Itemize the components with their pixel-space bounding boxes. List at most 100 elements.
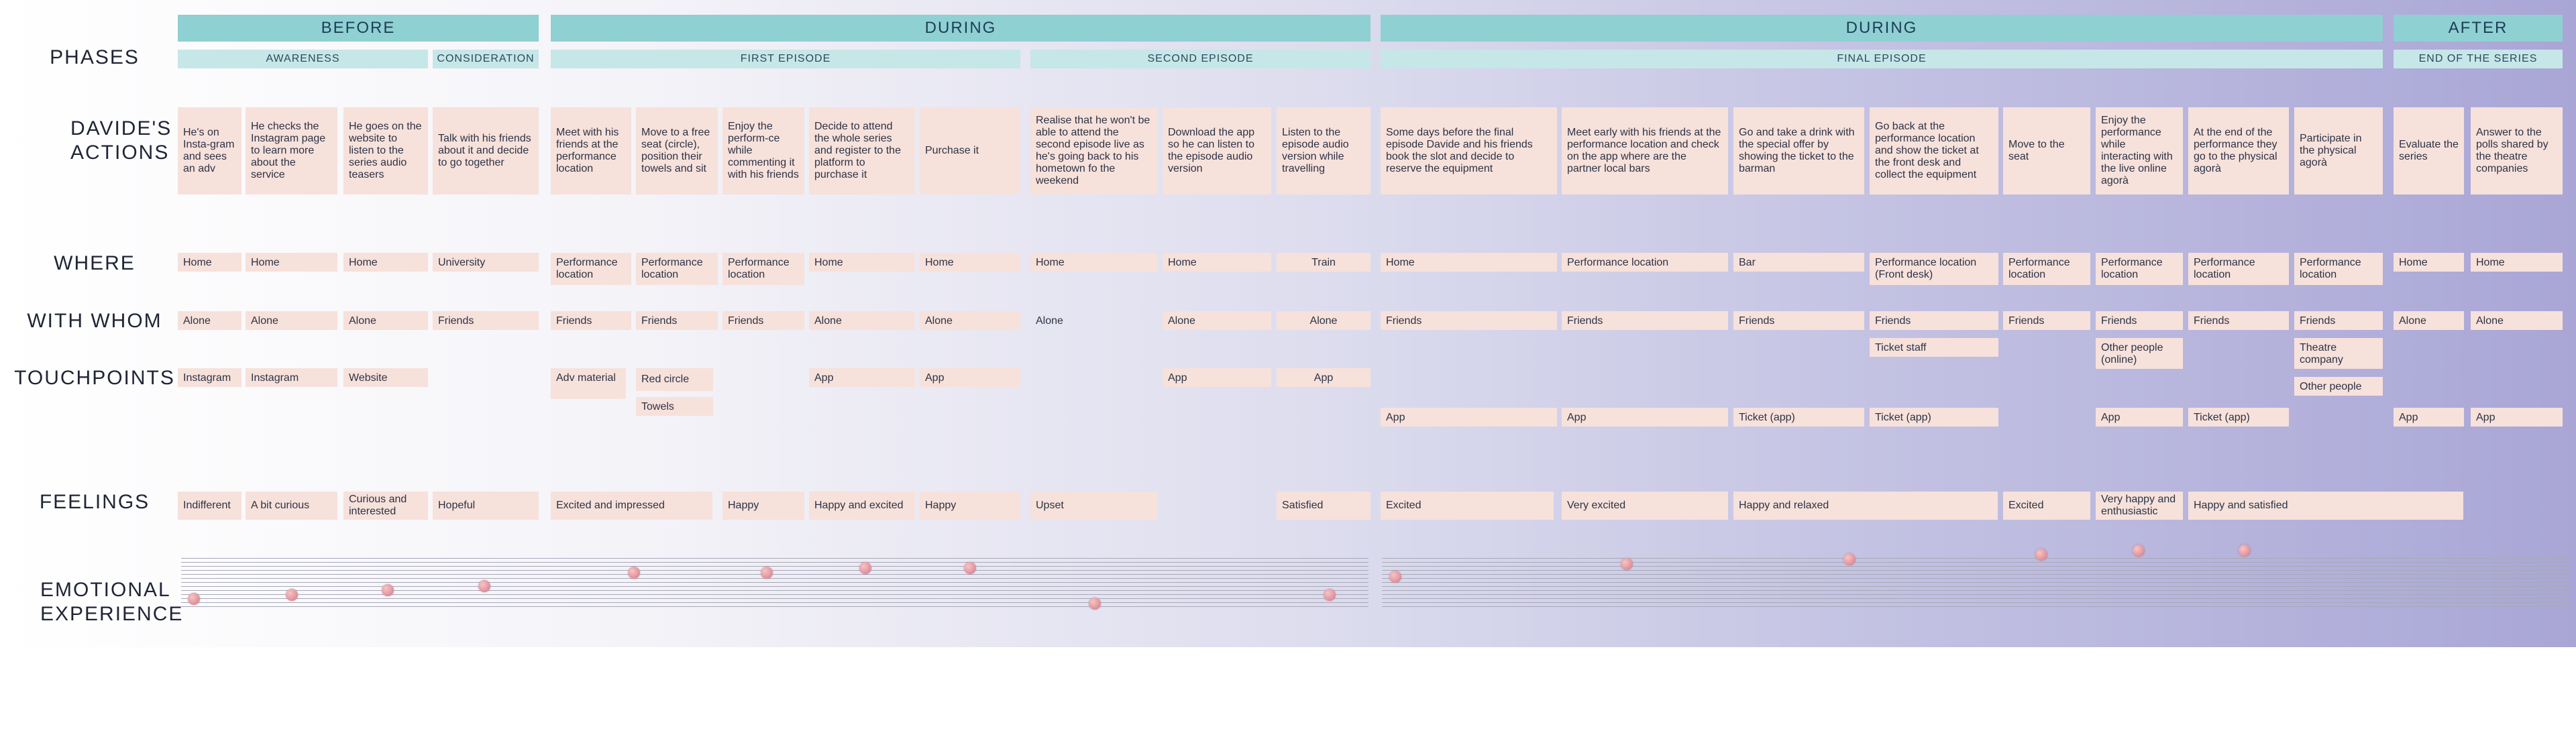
action-card: Download the app so he can listen to the… <box>1163 107 1271 194</box>
emotion-point <box>2133 544 2145 557</box>
row-label-touchpoints: TOUCHPOINTS <box>14 367 175 389</box>
emotion-point <box>1389 571 1401 583</box>
emotion-grid-line <box>1382 558 2569 559</box>
touchpoint-card: App <box>809 368 915 387</box>
with-whom-card: Friends <box>2096 311 2183 330</box>
action-card: Purchase it <box>920 107 1020 194</box>
subphase-final-episode: FINAL EPISODE <box>1381 50 2383 68</box>
feeling-card: Indifferent <box>178 492 241 520</box>
phase-during-1: DURING <box>551 15 1371 42</box>
emotion-grid-line <box>1382 586 2569 587</box>
touchpoint-card: Towels <box>636 397 713 416</box>
feeling-card: Excited <box>2003 492 2090 520</box>
action-card: He's on Insta-gram and sees an adv <box>178 107 241 194</box>
where-card: Performance location <box>2096 253 2183 285</box>
where-card: Home <box>2471 253 2563 272</box>
emotion-point <box>859 562 871 575</box>
where-card: Home <box>1381 253 1557 272</box>
feeling-card: Happy <box>722 492 804 520</box>
emotion-grid-line <box>181 602 1368 603</box>
where-card: Performance location <box>2188 253 2289 285</box>
action-card: Meet early with his friends at the perfo… <box>1562 107 1728 194</box>
touchpoint-card: Ticket staff <box>1870 338 1998 357</box>
touchpoint-card: App <box>1381 408 1557 427</box>
feeling-card: Satisfied <box>1277 492 1371 520</box>
emotion-grid-line <box>1382 578 2569 579</box>
with-whom-card: Alone <box>246 311 337 330</box>
emotion-point <box>628 566 640 579</box>
row-label-with-whom: WITH WHOM <box>27 310 162 332</box>
emotion-grid-line <box>181 578 1368 579</box>
where-card: Train <box>1277 253 1371 272</box>
with-whom-card: Alone <box>809 311 915 330</box>
row-label-emotional-experience: EMOTIONAL EXPERIENCE <box>40 579 184 625</box>
touchpoint-card: Adv material <box>551 368 626 399</box>
emotion-point <box>761 566 773 579</box>
touchpoint-card: Ticket (app) <box>2188 408 2289 427</box>
with-whom-card: Alone <box>178 311 241 330</box>
emotion-point <box>478 579 490 592</box>
feeling-card: A bit curious <box>246 492 337 520</box>
emotion-point <box>382 584 394 597</box>
phase-before: BEFORE <box>178 15 539 42</box>
emotion-grid-line <box>181 586 1368 587</box>
emotion-grid-line <box>1382 562 2569 563</box>
emotion-grid-line <box>1382 598 2569 599</box>
action-card: He checks the Instagram page to learn mo… <box>246 107 337 194</box>
touchpoint-card: App <box>1562 408 1728 427</box>
with-whom-card: Alone <box>2471 311 2563 330</box>
touchpoint-card: App <box>1163 368 1271 387</box>
emotion-point <box>286 588 298 601</box>
phase-after: AFTER <box>2394 15 2563 42</box>
where-card: Performance location <box>551 253 631 285</box>
feeling-card: Hopeful <box>433 492 539 520</box>
emotion-grid-line <box>181 606 1368 607</box>
emotion-grid-line <box>181 566 1368 567</box>
where-card: Bar <box>1733 253 1864 272</box>
emotion-grid-line <box>181 598 1368 599</box>
with-whom-card: Friends <box>722 311 804 330</box>
row-label-where: WHERE <box>54 252 136 274</box>
where-card: Performance location <box>2294 253 2383 285</box>
action-card: Move to a free seat (circle), position t… <box>636 107 718 194</box>
subphase-awareness: AWARENESS <box>178 50 428 68</box>
where-card: Home <box>1163 253 1271 272</box>
touchpoint-card: Other people <box>2294 377 2383 396</box>
subphase-end-of-series: END OF THE SERIES <box>2394 50 2563 68</box>
touchpoint-card: App <box>2471 408 2563 427</box>
feeling-card: Very excited <box>1562 492 1728 520</box>
action-card: Go back at the performance location and … <box>1870 107 1998 194</box>
row-label-phases: PHASES <box>50 46 140 68</box>
feeling-card: Curious and interested <box>343 492 428 520</box>
touchpoint-card: Other people (online) <box>2096 338 2183 369</box>
subphase-second-episode: SECOND EPISODE <box>1030 50 1371 68</box>
emotion-grid-line <box>181 558 1368 559</box>
with-whom-card: Friends <box>636 311 718 330</box>
action-card: Realise that he won't be able to attend … <box>1030 107 1158 194</box>
subphase-consideration: CONSIDERATION <box>433 50 539 68</box>
emotion-grid-line <box>1382 594 2569 595</box>
row-label-feelings: FEELINGS <box>39 491 150 513</box>
with-whom-card: Friends <box>1870 311 1998 330</box>
touchpoint-card: Ticket (app) <box>1733 408 1864 427</box>
emotion-grid-line <box>1382 574 2569 575</box>
where-card: University <box>433 253 539 272</box>
touchpoint-card: Instagram <box>246 368 337 387</box>
emotion-point <box>2035 549 2047 561</box>
touchpoint-card: Ticket (app) <box>1870 408 1998 427</box>
feeling-card: Excited and impressed <box>551 492 712 520</box>
row-label-actions: DAVIDE'S ACTIONS <box>70 117 172 164</box>
feeling-card: Happy and excited <box>809 492 915 520</box>
action-card: He goes on the website to listen to the … <box>343 107 428 194</box>
with-whom-card: Friends <box>2003 311 2090 330</box>
with-whom-card: Friends <box>2188 311 2289 330</box>
feeling-card: Happy <box>920 492 1020 520</box>
touchpoint-card: App <box>2394 408 2464 427</box>
emotion-grid-line <box>181 590 1368 591</box>
emotion-grid-line <box>1382 602 2569 603</box>
touchpoint-card: App <box>920 368 1020 387</box>
subphase-first-episode: FIRST EPISODE <box>551 50 1020 68</box>
phase-during-2: DURING <box>1381 15 2383 42</box>
feeling-card: Very happy and enthusiastic <box>2096 492 2183 520</box>
with-whom-card: Alone <box>920 311 1020 330</box>
